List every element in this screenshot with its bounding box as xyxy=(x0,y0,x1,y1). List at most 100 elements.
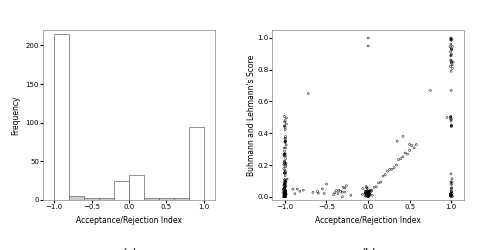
Point xyxy=(447,124,455,128)
Point xyxy=(364,190,371,194)
Bar xyxy=(174,198,189,200)
Point xyxy=(338,190,346,194)
Point xyxy=(367,188,375,192)
Point xyxy=(447,54,455,58)
Point xyxy=(447,124,455,128)
Point xyxy=(363,189,371,193)
Point xyxy=(280,195,287,199)
Point xyxy=(281,149,288,153)
Point xyxy=(282,180,289,184)
Point xyxy=(379,174,387,178)
Point xyxy=(362,191,369,195)
Point xyxy=(447,182,455,186)
Point xyxy=(375,181,382,185)
Bar xyxy=(189,126,204,200)
Point xyxy=(447,188,455,192)
Point xyxy=(304,92,312,96)
Point xyxy=(282,128,289,132)
Point xyxy=(320,192,328,196)
Point xyxy=(282,136,289,140)
Point xyxy=(282,179,290,183)
Point xyxy=(447,193,455,197)
Point xyxy=(361,190,369,194)
Point xyxy=(367,190,374,194)
Point xyxy=(282,184,289,188)
Point xyxy=(365,191,373,195)
Point xyxy=(447,36,455,40)
Point xyxy=(406,142,413,146)
Point xyxy=(447,186,455,190)
Point xyxy=(366,193,373,197)
Point xyxy=(281,152,289,156)
Point xyxy=(399,155,407,159)
Point xyxy=(280,191,288,195)
X-axis label: Acceptance/Rejection Index: Acceptance/Rejection Index xyxy=(76,216,182,225)
Point xyxy=(446,64,454,68)
Point xyxy=(365,194,373,198)
Point xyxy=(447,53,455,57)
Point xyxy=(281,178,289,182)
Point xyxy=(447,38,455,42)
Point xyxy=(363,186,370,190)
Point xyxy=(364,191,372,195)
Point xyxy=(337,189,345,193)
Point xyxy=(282,190,289,194)
Point xyxy=(281,180,288,184)
Bar xyxy=(69,196,84,200)
Point xyxy=(447,88,455,92)
Point xyxy=(395,158,402,162)
Point xyxy=(447,124,455,128)
Point xyxy=(281,161,288,165)
Point xyxy=(365,193,373,197)
Point xyxy=(282,184,289,188)
Point xyxy=(282,171,290,175)
Point xyxy=(369,193,376,197)
Point xyxy=(362,194,370,198)
Point xyxy=(282,188,289,192)
Point xyxy=(362,189,370,193)
Point xyxy=(281,194,288,198)
Point xyxy=(281,180,289,184)
Point xyxy=(296,189,304,193)
Point xyxy=(447,180,455,184)
Point xyxy=(364,190,371,194)
Point xyxy=(281,186,288,190)
Point xyxy=(365,192,373,196)
Point xyxy=(281,193,288,197)
Point xyxy=(281,178,288,182)
Point xyxy=(448,190,456,194)
Point xyxy=(331,191,339,195)
Point xyxy=(449,194,456,198)
Point xyxy=(362,192,369,196)
Point xyxy=(281,162,289,166)
Point xyxy=(447,189,455,193)
Point xyxy=(364,194,371,198)
Point xyxy=(447,119,455,123)
Point xyxy=(364,36,372,40)
Point xyxy=(448,194,456,198)
Point xyxy=(282,140,289,144)
Bar xyxy=(84,198,99,200)
Point xyxy=(282,192,289,196)
Point xyxy=(338,195,346,199)
Point xyxy=(281,195,289,199)
Point xyxy=(364,190,372,194)
Bar xyxy=(129,175,144,200)
Point xyxy=(282,165,289,169)
Point xyxy=(448,63,456,67)
Point xyxy=(282,194,289,198)
Point xyxy=(281,188,289,192)
Point xyxy=(281,194,289,198)
Point xyxy=(365,193,373,197)
Point xyxy=(282,192,289,196)
Point xyxy=(447,50,455,54)
Point xyxy=(446,45,454,49)
Point xyxy=(447,42,455,46)
Point xyxy=(281,195,289,199)
Point xyxy=(335,188,343,192)
Point xyxy=(339,185,347,189)
Point xyxy=(281,192,289,196)
Y-axis label: Buhmann and Lehmann's Score: Buhmann and Lehmann's Score xyxy=(247,54,256,176)
Point xyxy=(282,146,289,150)
Point xyxy=(447,58,455,62)
